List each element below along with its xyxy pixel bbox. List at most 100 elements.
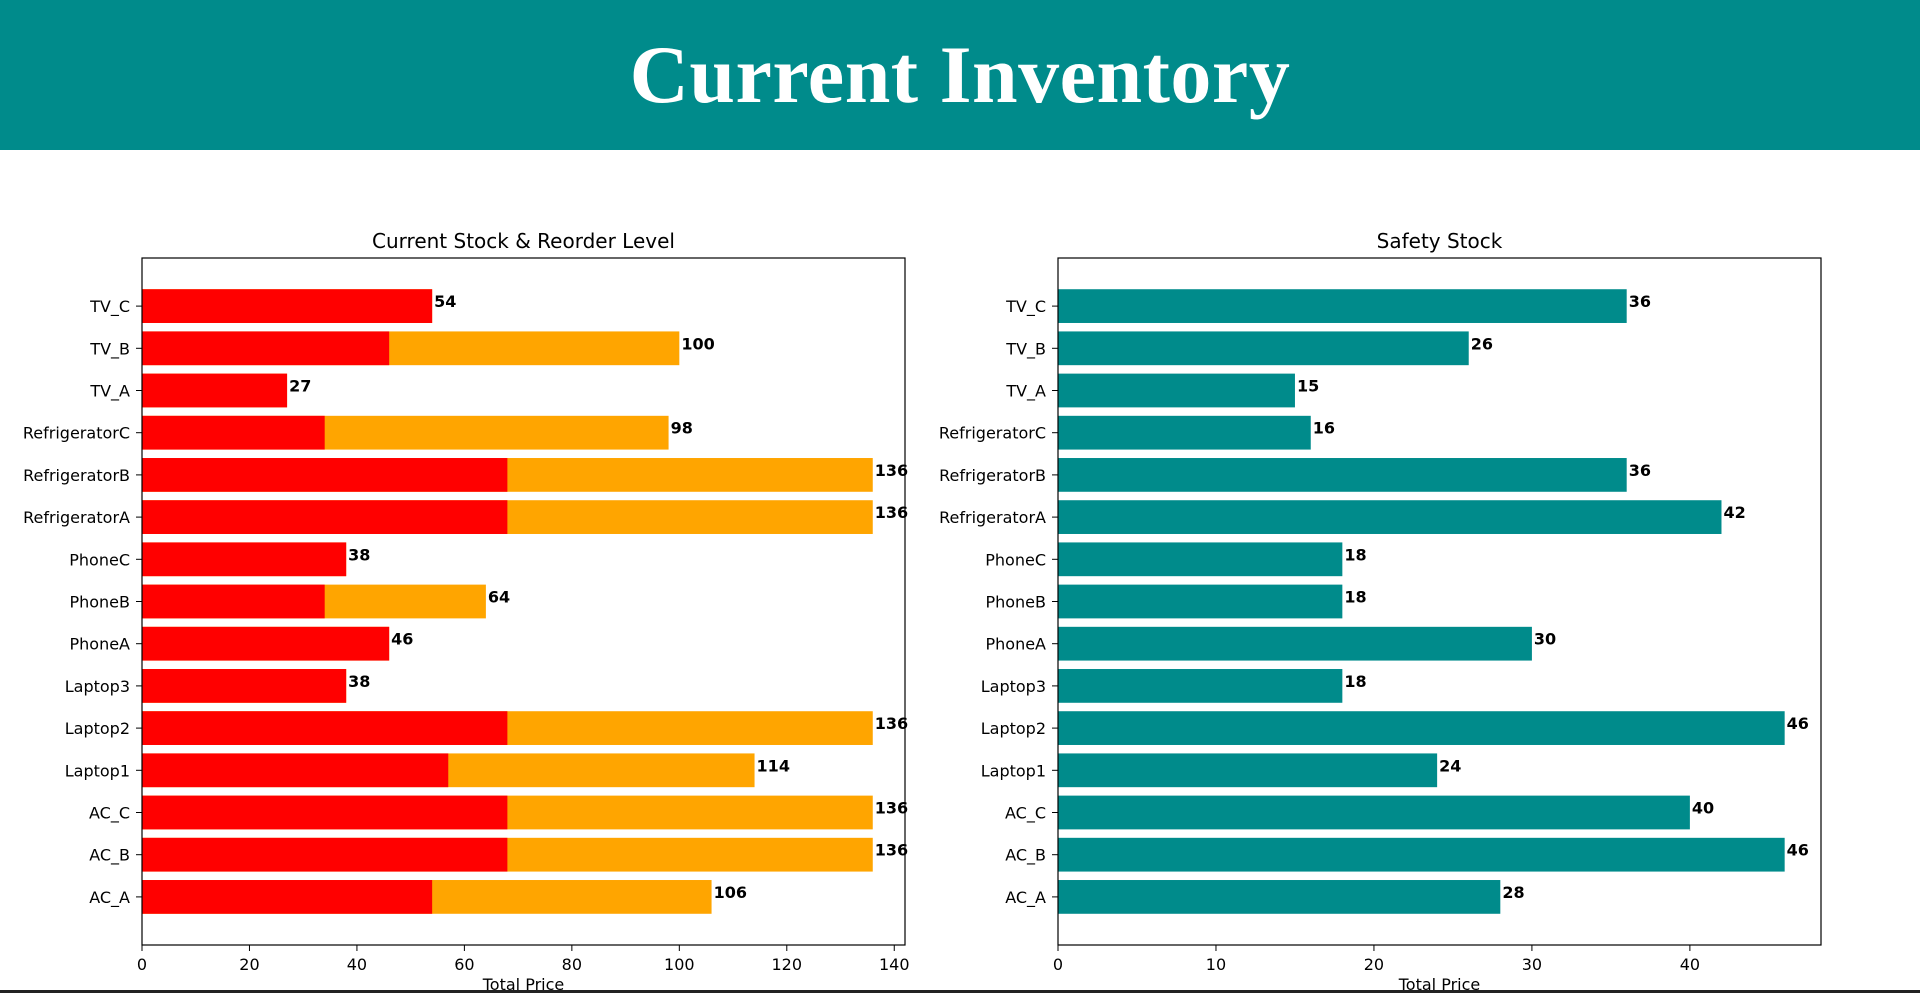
data-label-ac-c: 40	[1692, 799, 1714, 818]
y-tick-label-laptop2: Laptop2	[65, 719, 130, 738]
x-tick-label-0: 0	[137, 955, 147, 974]
data-label-tv-a: 27	[289, 377, 311, 396]
bar-tv-a-s1	[142, 373, 288, 408]
bar-ac-c-s0	[1058, 795, 1690, 830]
data-label-laptop1: 24	[1439, 756, 1461, 775]
y-tick-label-refrigeratorc: RefrigeratorC	[23, 424, 130, 443]
y-tick-label-tv-a: TV_A	[89, 382, 130, 402]
bar-phoneb-s1	[142, 584, 325, 619]
x-tick-label-60: 60	[454, 955, 474, 974]
y-tick-label-ac-c: AC_C	[1005, 804, 1046, 824]
x-tick-label-120: 120	[772, 955, 803, 974]
data-label-ac-a: 28	[1502, 883, 1524, 902]
y-tick-label-laptop2: Laptop2	[981, 719, 1046, 738]
y-tick-label-phoneb: PhoneB	[69, 593, 130, 612]
page-title: Current Inventory	[629, 29, 1291, 120]
x-tick-label-20: 20	[239, 955, 259, 974]
y-tick-label-tv-b: TV_B	[89, 339, 130, 359]
y-tick-label-phonec: PhoneC	[985, 550, 1046, 569]
y-tick-label-laptop1: Laptop1	[981, 761, 1046, 780]
x-tick-label-30: 30	[1522, 955, 1542, 974]
bar-phonec-s1	[142, 542, 347, 577]
data-label-phoneb: 64	[488, 588, 510, 607]
bar-phonec-s0	[1058, 542, 1343, 577]
x-tick-label-80: 80	[562, 955, 582, 974]
data-label-tv-b: 100	[681, 334, 714, 353]
y-tick-label-laptop3: Laptop3	[65, 677, 130, 696]
data-label-refrigeratorc: 98	[671, 419, 693, 438]
y-tick-label-ac-c: AC_C	[89, 804, 130, 824]
bar-laptop2-s1	[142, 711, 508, 745]
bar-laptop1-s1	[142, 753, 449, 788]
data-label-phonea: 30	[1534, 630, 1556, 649]
data-label-laptop2: 46	[1787, 714, 1809, 733]
data-label-phoneb: 18	[1344, 588, 1366, 607]
data-label-tv-c: 54	[434, 292, 456, 311]
data-label-tv-b: 26	[1471, 334, 1493, 353]
x-axis-label: Total Price	[1398, 975, 1480, 993]
y-tick-label-laptop3: Laptop3	[981, 677, 1046, 696]
data-label-phonec: 38	[348, 545, 370, 564]
data-label-tv-c: 36	[1629, 292, 1651, 311]
data-label-laptop1: 114	[757, 756, 790, 775]
bar-ac-a-s1	[142, 880, 433, 914]
bar-ac-b-s0	[1058, 837, 1785, 872]
data-label-laptop3: 38	[348, 672, 370, 691]
bar-laptop3-s0	[1058, 669, 1343, 703]
bar-ac-b-s1	[142, 837, 508, 872]
y-tick-label-laptop1: Laptop1	[65, 761, 130, 780]
data-label-phonec: 18	[1344, 545, 1366, 564]
x-tick-label-40: 40	[1680, 955, 1700, 974]
bar-refrigeratorb-s1	[142, 458, 508, 492]
bar-ac-c-s1	[142, 795, 508, 830]
data-label-refrigeratorb: 36	[1629, 461, 1651, 480]
data-label-ac-c: 136	[875, 799, 908, 818]
data-label-laptop3: 18	[1344, 672, 1366, 691]
chart-title: Current Stock & Reorder Level	[372, 229, 675, 253]
y-tick-label-refrigeratora: RefrigeratorA	[939, 508, 1046, 527]
data-label-laptop2: 136	[875, 714, 908, 733]
y-tick-label-refrigeratora: RefrigeratorA	[23, 508, 130, 527]
x-tick-label-20: 20	[1364, 955, 1384, 974]
y-tick-label-refrigeratorc: RefrigeratorC	[939, 424, 1046, 443]
data-label-ac-b: 46	[1787, 841, 1809, 860]
y-tick-label-ac-b: AC_B	[1005, 846, 1046, 866]
x-axis-label: Total Price	[482, 975, 564, 993]
y-tick-label-tv-c: TV_C	[89, 297, 130, 317]
y-tick-label-phoneb: PhoneB	[985, 593, 1046, 612]
x-tick-label-10: 10	[1206, 955, 1226, 974]
chart-title: Safety Stock	[1377, 229, 1503, 253]
bar-phonea-s1	[142, 626, 390, 661]
bar-refrigeratora-s1	[142, 500, 508, 534]
y-tick-label-tv-a: TV_A	[1005, 382, 1046, 402]
y-tick-label-ac-a: AC_A	[89, 888, 130, 908]
bar-refrigeratora-s0	[1058, 500, 1722, 534]
bar-phonea-s0	[1058, 626, 1532, 661]
data-label-refrigeratorb: 136	[875, 461, 908, 480]
data-label-refrigeratorc: 16	[1313, 419, 1335, 438]
header-banner: Current Inventory	[0, 0, 1920, 150]
data-label-refrigeratora: 136	[875, 503, 908, 522]
bar-tv-c-s0	[1058, 289, 1627, 323]
bar-tv-b-s0	[1058, 331, 1469, 366]
y-tick-label-phonec: PhoneC	[69, 550, 130, 569]
bar-laptop3-s1	[142, 669, 347, 703]
data-label-refrigeratora: 42	[1723, 503, 1745, 522]
y-tick-label-phonea: PhoneA	[69, 635, 130, 654]
data-label-phonea: 46	[391, 630, 413, 649]
x-tick-label-140: 140	[879, 955, 910, 974]
y-tick-label-tv-b: TV_B	[1005, 339, 1046, 359]
x-tick-label-100: 100	[664, 955, 695, 974]
data-label-ac-b: 136	[875, 841, 908, 860]
y-tick-label-refrigeratorb: RefrigeratorB	[23, 466, 130, 485]
data-label-tv-a: 15	[1297, 377, 1319, 396]
bar-phoneb-s0	[1058, 584, 1343, 619]
bar-laptop1-s0	[1058, 753, 1438, 788]
y-tick-label-tv-c: TV_C	[1005, 297, 1046, 317]
bar-laptop2-s0	[1058, 711, 1785, 745]
y-tick-label-phonea: PhoneA	[985, 635, 1046, 654]
bar-tv-a-s0	[1058, 373, 1295, 408]
bottom-divider	[0, 990, 1920, 993]
